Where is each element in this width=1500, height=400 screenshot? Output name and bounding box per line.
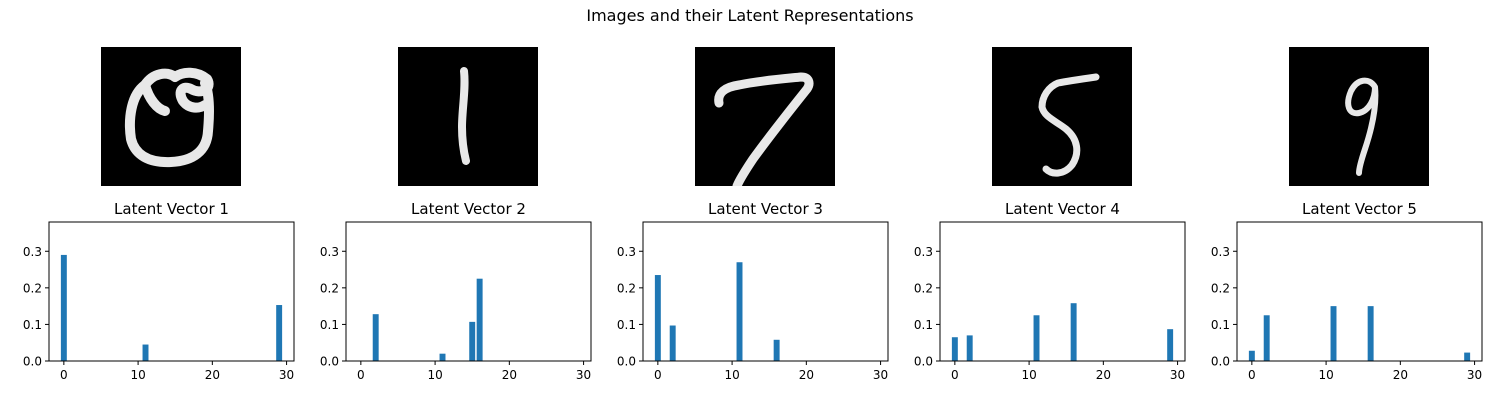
- chart-4-bar-11: [1033, 315, 1040, 361]
- chart-5-bar-2: [1263, 315, 1270, 361]
- chart-5-bar-29: [1464, 352, 1471, 361]
- chart-1-frame: [48, 221, 295, 362]
- chart-2-title: Latent Vector 2: [411, 200, 526, 218]
- chart-2-bar-16: [476, 278, 483, 361]
- chart-2-bar-11: [439, 353, 446, 361]
- chart-3-bar-0: [654, 275, 661, 361]
- chart-4-ytick-label: 0.1: [914, 318, 933, 332]
- chart-3-xtick-label: 30: [873, 368, 888, 382]
- chart-1-xtick-label: 10: [130, 368, 145, 382]
- chart-2-ytick-label: 0.0: [320, 355, 339, 369]
- chart-4-bar-0: [951, 337, 958, 361]
- chart-3-ytick-label: 0.3: [617, 245, 636, 259]
- chart-1-xtick-label: 20: [205, 368, 220, 382]
- chart-1-xtick-label: 30: [279, 368, 294, 382]
- chart-3-xtick-label: 10: [724, 368, 739, 382]
- chart-2-xtick-label: 20: [502, 368, 517, 382]
- chart-5-xtick-label: 20: [1393, 368, 1408, 382]
- chart-2-xtick-label: 10: [427, 368, 442, 382]
- chart-2-ytick-label: 0.2: [320, 281, 339, 295]
- chart-1-xtick-label: 0: [60, 368, 68, 382]
- chart-5-xtick-label: 30: [1467, 368, 1482, 382]
- chart-1-bar-11: [142, 344, 149, 361]
- chart-1-ytick-label: 0.0: [23, 355, 42, 369]
- chart-2-bar-15: [469, 321, 476, 361]
- figure-title: Images and their Latent Representations: [586, 6, 914, 25]
- chart-3-xtick-label: 0: [654, 368, 662, 382]
- chart-4-xtick-label: 30: [1170, 368, 1185, 382]
- chart-3-ytick-label: 0.1: [617, 318, 636, 332]
- chart-5-ytick-label: 0.2: [1211, 281, 1230, 295]
- chart-4-bar-29: [1167, 329, 1174, 361]
- chart-4-bar-2: [966, 335, 973, 361]
- chart-3-ytick-label: 0.2: [617, 281, 636, 295]
- digit-image-9: [1289, 47, 1429, 186]
- chart-5-ytick-label: 0.1: [1211, 318, 1230, 332]
- chart-2-xtick-label: 0: [357, 368, 365, 382]
- chart-2-frame: [345, 221, 592, 362]
- chart-1-title: Latent Vector 1: [114, 200, 229, 218]
- chart-4-xtick-label: 10: [1021, 368, 1036, 382]
- chart-3-bar-11: [736, 262, 743, 361]
- digit-image-5: [992, 47, 1132, 186]
- chart-2-ytick-label: 0.1: [320, 318, 339, 332]
- chart-3-title: Latent Vector 3: [708, 200, 823, 218]
- chart-2-xtick-label: 30: [576, 368, 591, 382]
- chart-3-bar-2: [669, 325, 676, 361]
- chart-5-bar-0: [1248, 350, 1255, 361]
- chart-5-ytick-label: 0.3: [1211, 245, 1230, 259]
- chart-4-frame: [939, 221, 1186, 362]
- chart-1-bar-0: [60, 254, 67, 361]
- chart-5-xtick-label: 0: [1248, 368, 1256, 382]
- chart-4-ytick-label: 0.0: [914, 355, 933, 369]
- chart-5-title: Latent Vector 5: [1302, 200, 1417, 218]
- chart-5-bar-11: [1330, 306, 1337, 361]
- digit-image-1: [398, 47, 538, 186]
- chart-4-xtick-label: 20: [1096, 368, 1111, 382]
- chart-4-ytick-label: 0.2: [914, 281, 933, 295]
- chart-1-bar-29: [276, 305, 283, 361]
- chart-1-ytick-label: 0.2: [23, 281, 42, 295]
- digit-image-0: [101, 47, 241, 186]
- chart-5-ytick-label: 0.0: [1211, 355, 1230, 369]
- chart-2-ytick-label: 0.3: [320, 245, 339, 259]
- digit-image-7: [695, 47, 835, 186]
- chart-4-title: Latent Vector 4: [1005, 200, 1120, 218]
- chart-4-xtick-label: 0: [951, 368, 959, 382]
- chart-5-bar-16: [1367, 306, 1374, 361]
- chart-5-frame: [1236, 221, 1483, 362]
- chart-1-ytick-label: 0.3: [23, 245, 42, 259]
- chart-3-xtick-label: 20: [799, 368, 814, 382]
- chart-4-ytick-label: 0.3: [914, 245, 933, 259]
- chart-2-bar-2: [372, 314, 379, 361]
- chart-3-frame: [642, 221, 889, 362]
- chart-1-ytick-label: 0.1: [23, 318, 42, 332]
- chart-3-ytick-label: 0.0: [617, 355, 636, 369]
- chart-4-bar-16: [1070, 303, 1077, 361]
- chart-5-xtick-label: 10: [1318, 368, 1333, 382]
- chart-3-bar-16: [773, 339, 780, 361]
